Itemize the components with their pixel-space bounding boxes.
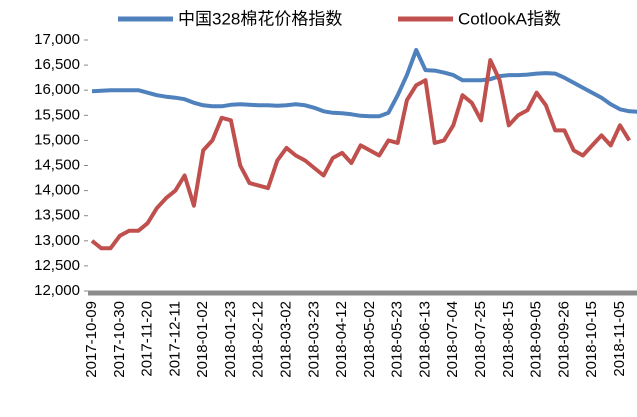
x-tick-label: 2018-09-26: [555, 301, 572, 378]
x-tick-label: 2018-04-12: [333, 301, 350, 378]
y-tick-label: 13,500: [34, 207, 80, 224]
y-tick-label: 13,000: [34, 232, 80, 249]
x-tick-label: 2017-10-09: [83, 301, 100, 378]
y-tick-label: 16,500: [34, 56, 80, 73]
x-tick-label: 2018-05-02: [361, 301, 378, 378]
x-tick-label: 2018-07-25: [472, 301, 489, 378]
x-tick-label: 2018-07-04: [444, 301, 461, 378]
legend-label: CotlookA指数: [458, 9, 561, 28]
y-tick-label: 14,500: [34, 156, 80, 173]
y-tick-label: 12,000: [34, 282, 80, 299]
series-line: [90, 58, 632, 251]
y-tick-label: 15,000: [34, 131, 80, 148]
x-tick-label: 2018-01-23: [222, 301, 239, 378]
x-tick-label: 2018-03-23: [305, 301, 322, 378]
x-tick-label: 2018-05-23: [389, 301, 406, 378]
x-tick-label: 2018-06-13: [416, 301, 433, 378]
x-tick-label: 2018-02-12: [250, 301, 267, 378]
y-tick-label: 16,000: [34, 81, 80, 98]
y-tick-label: 14,000: [34, 182, 80, 199]
x-tick-label: 2018-09-05: [528, 301, 545, 378]
x-tick-label: 2017-10-30: [111, 301, 128, 378]
x-tick-label: 2018-01-02: [194, 301, 211, 378]
x-tick-label: 2018-10-15: [583, 301, 600, 378]
series-line: [91, 48, 637, 119]
y-tick-label: 15,500: [34, 106, 80, 123]
x-tick-label: 2017-12-11: [166, 301, 183, 377]
y-tick-label: 17,000: [34, 31, 80, 48]
x-tick-label: 2018-11-05: [611, 301, 628, 377]
y-tick-label: 12,500: [34, 257, 80, 274]
x-tick-label: 2018-08-15: [500, 301, 517, 378]
legend-label: 中国328棉花价格指数: [178, 9, 342, 28]
x-tick-label: 2018-03-02: [277, 301, 294, 378]
x-tick-label: 2017-11-20: [139, 301, 156, 377]
